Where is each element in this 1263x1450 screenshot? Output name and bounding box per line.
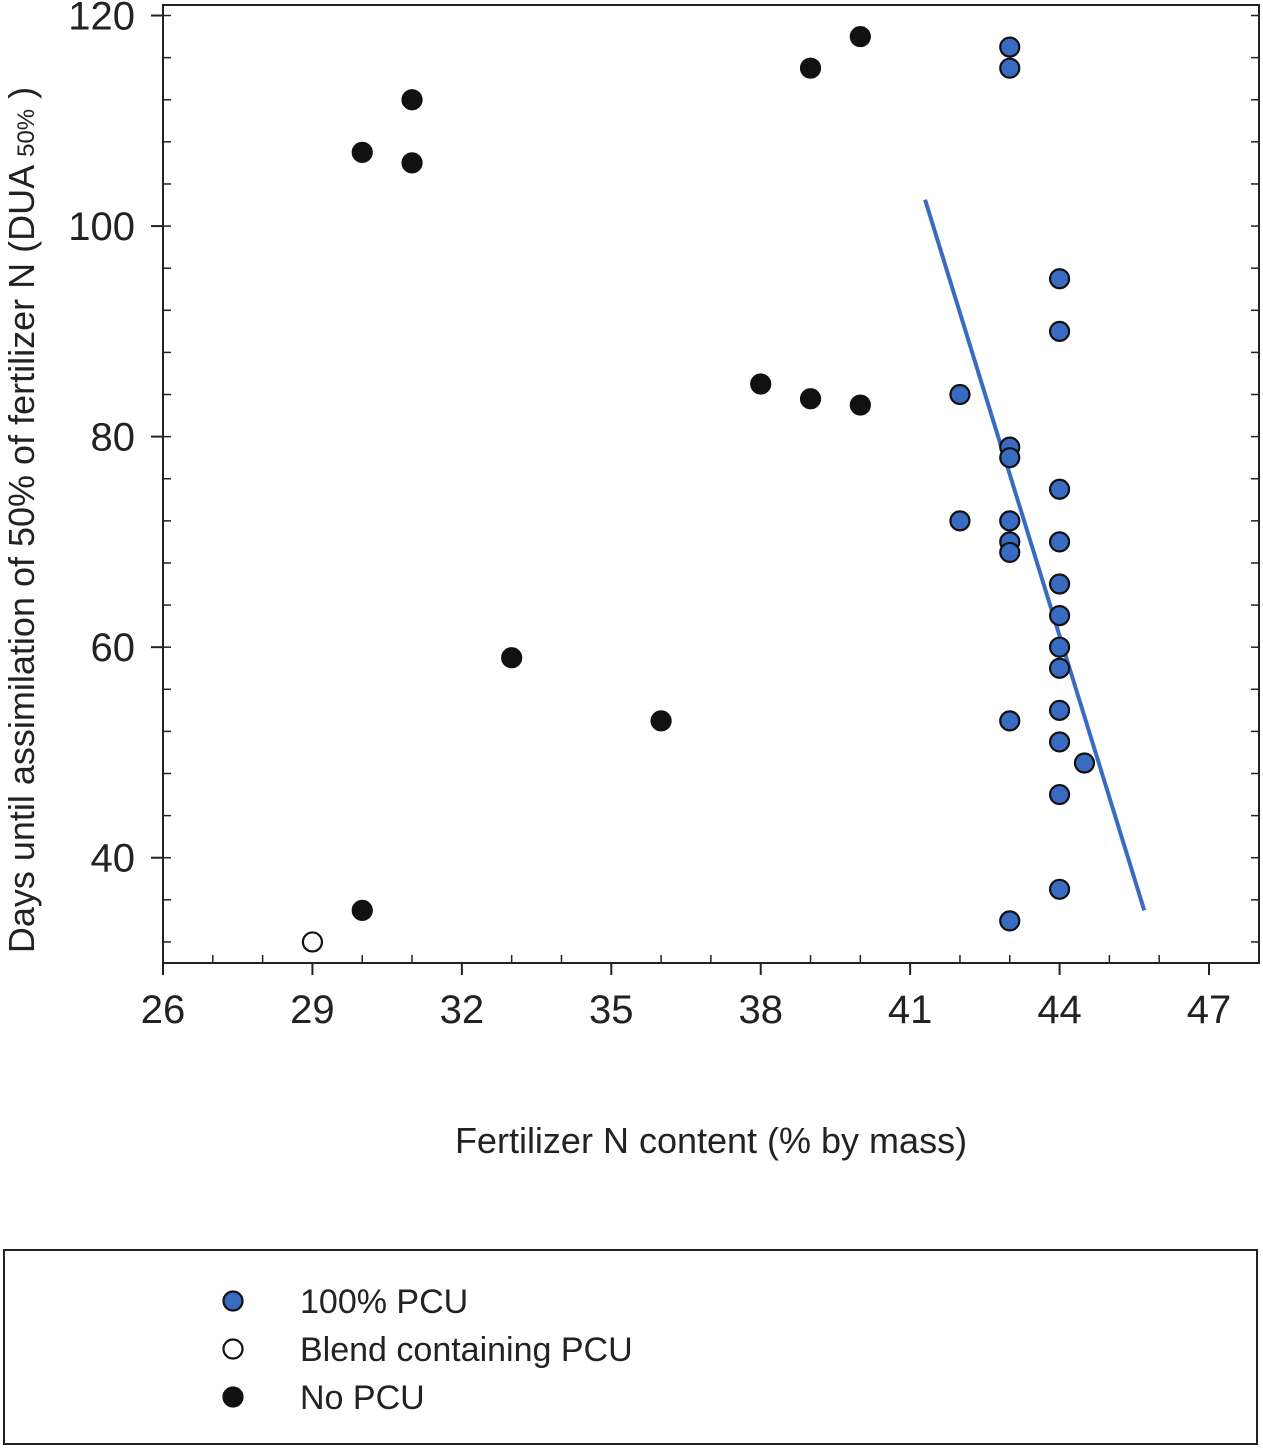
point-100-pcu — [999, 710, 1021, 732]
legend-marker — [222, 1338, 244, 1360]
point-no-pcu — [351, 141, 373, 163]
point-blend-containing-pcu — [301, 931, 324, 953]
point-no-pcu — [750, 373, 772, 395]
point-100-pcu — [1048, 699, 1071, 721]
point-100-pcu — [1048, 636, 1071, 658]
point-100-pcu — [1048, 478, 1071, 500]
point-100-pcu — [999, 541, 1021, 564]
point-100-pcu — [949, 510, 971, 532]
legend-marker — [222, 1386, 244, 1408]
x-tick-label: 29 — [290, 988, 335, 1032]
point-100-pcu — [999, 57, 1021, 79]
legend-label: 100% PCU — [300, 1283, 468, 1321]
point-no-pcu — [401, 152, 423, 174]
y-axis-title: Days until assimilation of 50% of fertil… — [1, 87, 42, 953]
data-points — [301, 25, 1096, 953]
y-axis-title-main: Days until assimilation of 50% of fertil… — [1, 165, 42, 953]
point-no-pcu — [799, 388, 822, 410]
point-no-pcu — [401, 89, 423, 111]
y-tick-label: 120 — [68, 0, 135, 39]
x-tick-label: 26 — [141, 988, 186, 1032]
minor-ticks — [163, 14, 1259, 963]
point-100-pcu — [1048, 657, 1071, 679]
x-tick-label: 41 — [888, 988, 933, 1032]
x-tick-label: 38 — [738, 988, 783, 1032]
point-no-pcu — [650, 710, 672, 732]
legend-label: No PCU — [300, 1379, 425, 1417]
point-100-pcu — [1073, 752, 1096, 774]
x-tick-label: 44 — [1037, 988, 1082, 1032]
point-100-pcu — [1048, 268, 1071, 290]
trend-line — [923, 199, 1147, 911]
point-no-pcu — [351, 899, 373, 921]
point-100-pcu — [1048, 878, 1071, 900]
point-100-pcu — [949, 383, 971, 406]
x-tick-label: 35 — [589, 988, 634, 1032]
point-100-pcu — [1048, 604, 1071, 627]
point-100-pcu — [1048, 573, 1071, 595]
x-tick-label: 47 — [1187, 988, 1232, 1032]
y-axis-title-subscript: 50% — [13, 109, 40, 157]
legend: 100% PCU Blend containing PCU No PCU — [222, 1283, 633, 1417]
y-tick-label: 80 — [91, 416, 136, 460]
legend-marker — [222, 1290, 244, 1312]
point-100-pcu — [999, 510, 1021, 532]
trendline-group — [923, 199, 1147, 911]
y-tick-label: 40 — [91, 837, 136, 881]
point-100-pcu — [999, 447, 1021, 469]
legend-label: Blend containing PCU — [300, 1331, 633, 1369]
point-100-pcu — [1048, 320, 1071, 342]
x-axis-title: Fertilizer N content (% by mass) — [455, 1120, 967, 1161]
x-axis: 26 29 32 35 38 41 44 47 — [141, 963, 1232, 1032]
legend-box — [3, 1249, 1258, 1445]
point-100-pcu — [999, 910, 1021, 932]
point-no-pcu — [849, 394, 871, 416]
point-no-pcu — [501, 647, 523, 669]
y-axis: 40 60 80 100 120 — [68, 0, 163, 881]
point-100-pcu — [999, 36, 1021, 58]
point-100-pcu — [1048, 531, 1071, 553]
y-tick-label: 60 — [91, 626, 136, 670]
x-tick-label: 32 — [440, 988, 485, 1032]
y-axis-title-close: ) — [1, 87, 42, 99]
point-no-pcu — [799, 57, 822, 79]
point-100-pcu — [1048, 731, 1071, 753]
point-no-pcu — [849, 25, 871, 48]
point-100-pcu — [1048, 783, 1071, 806]
plot-frame — [162, 4, 1260, 964]
y-tick-label: 100 — [68, 205, 135, 249]
